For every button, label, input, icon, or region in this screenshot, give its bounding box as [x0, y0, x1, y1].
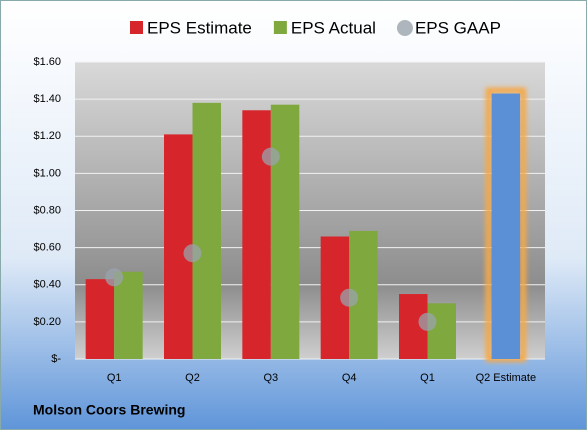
bar [270, 104, 300, 359]
y-tick-label: $0.60 [33, 242, 61, 254]
legend-marker [273, 21, 287, 34]
y-tick-label: $1.20 [33, 130, 61, 142]
bar [242, 110, 271, 359]
x-tick-label: Q2 [185, 372, 200, 384]
x-tick-label: Q1 [107, 372, 122, 384]
gaap-point [340, 288, 359, 307]
legend-label: EPS Estimate [147, 18, 252, 37]
y-tick-label: $1.00 [33, 167, 61, 179]
bar [192, 102, 221, 360]
y-tick-label: $0.40 [33, 279, 61, 291]
legend-marker [130, 21, 143, 34]
y-tick-label: $0.80 [33, 204, 61, 216]
bar [114, 271, 143, 359]
legend-label: EPS Actual [291, 18, 376, 37]
x-tick-label: Q2 Estimate [476, 372, 537, 384]
gaap-point [183, 244, 202, 263]
chart-title: Molson Coors Brewing [33, 402, 185, 418]
x-tick-label: Q1 [420, 372, 435, 384]
gaap-point [105, 268, 124, 287]
gaap-point [418, 312, 437, 331]
bar [491, 93, 521, 360]
legend-marker [396, 20, 413, 36]
x-tick-label: Q3 [263, 372, 278, 384]
bar [85, 279, 115, 359]
y-tick-label: $1.40 [33, 93, 61, 105]
legend-label: EPS GAAP [415, 18, 501, 37]
y-tick-label: $0.20 [33, 316, 61, 328]
y-tick-label: $- [51, 353, 61, 365]
bar [427, 303, 456, 359]
x-tick-label: Q4 [342, 372, 357, 384]
gaap-point [261, 147, 280, 166]
y-tick-label: $1.60 [33, 56, 61, 68]
